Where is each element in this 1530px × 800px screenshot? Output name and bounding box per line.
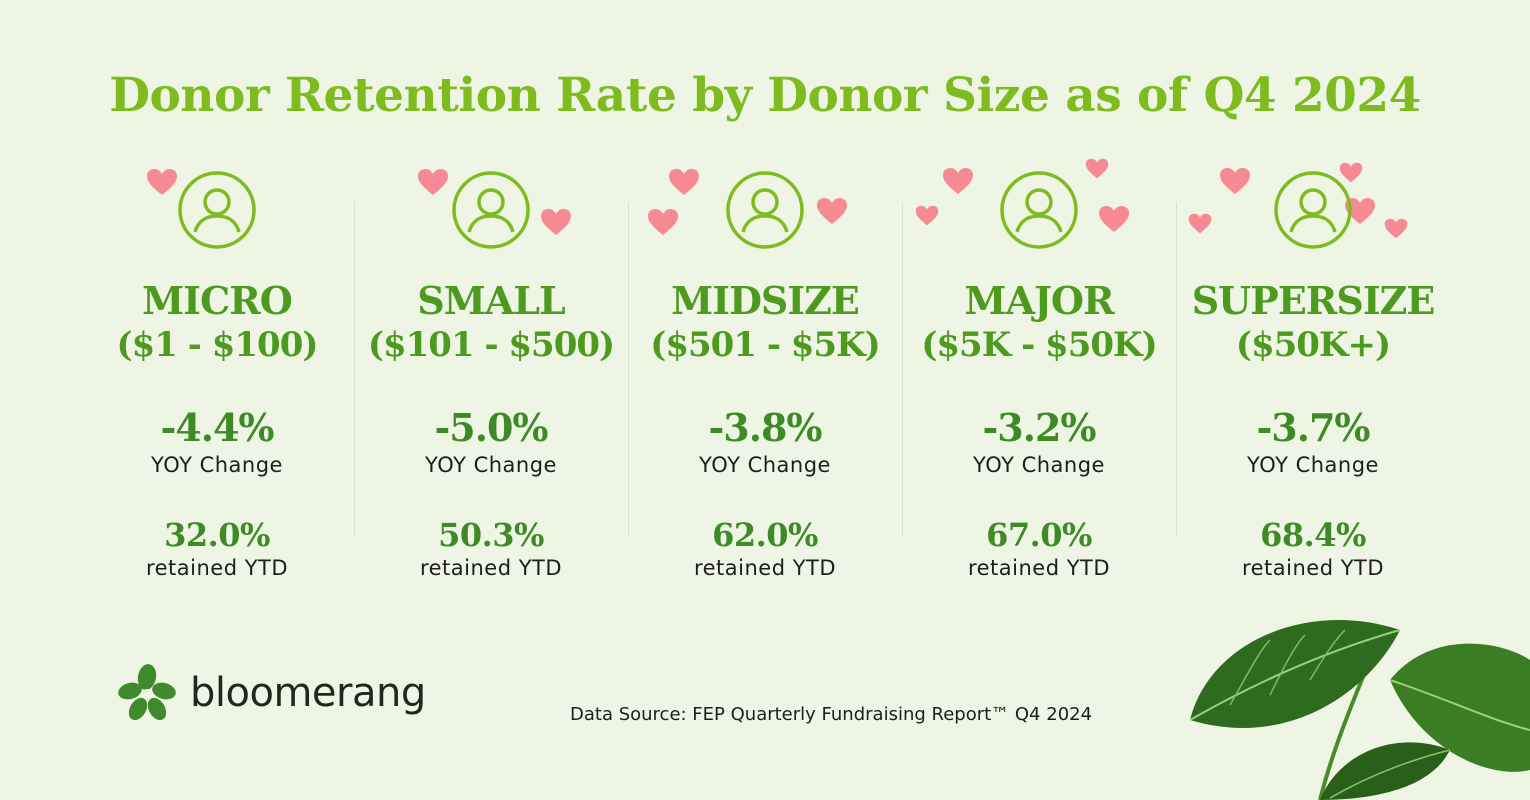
heart-icon bbox=[1099, 206, 1129, 232]
retained-value: 50.3% bbox=[438, 516, 544, 554]
yoy-change-label: YOY Change bbox=[699, 453, 831, 477]
tier-range: ($5K - $50K) bbox=[921, 325, 1157, 365]
retained-value: 62.0% bbox=[712, 516, 818, 554]
heart-icon bbox=[147, 169, 177, 195]
heart-icon bbox=[648, 209, 678, 235]
heart-icon bbox=[915, 205, 939, 226]
tier-name: SMALL bbox=[417, 278, 565, 323]
tier-column-midsize: MIDSIZE ($501 - $5K) -3.8% YOY Change 62… bbox=[628, 150, 902, 590]
yoy-change-value: -3.7% bbox=[1256, 405, 1371, 450]
tier-name: MICRO bbox=[142, 278, 293, 323]
page-title: Donor Retention Rate by Donor Size as of… bbox=[109, 68, 1421, 123]
yoy-change-value: -5.0% bbox=[434, 405, 549, 450]
bloomerang-logo: bloomerang bbox=[118, 658, 426, 728]
column-divider bbox=[354, 202, 355, 537]
leaf-decoration bbox=[1189, 620, 1530, 800]
user-circle-icon bbox=[1000, 171, 1078, 249]
heart-icon bbox=[943, 168, 973, 194]
tier-column-micro: MICRO ($1 - $100) -4.4% YOY Change 32.0%… bbox=[80, 150, 354, 590]
heart-icon bbox=[669, 169, 699, 195]
retained-label: retained YTD bbox=[419, 556, 563, 580]
tier-name: MAJOR bbox=[964, 278, 1114, 323]
heart-icon bbox=[1188, 213, 1212, 234]
tier-name: SUPERSIZE bbox=[1191, 278, 1436, 323]
retained-value: 68.4% bbox=[1260, 516, 1366, 554]
user-circle-icon bbox=[452, 171, 530, 249]
logo-text: bloomerang bbox=[190, 670, 426, 716]
yoy-change-value: -3.8% bbox=[708, 405, 823, 450]
heart-icon bbox=[1339, 162, 1363, 183]
retained-label: retained YTD bbox=[1241, 556, 1385, 580]
heart-icon bbox=[1085, 158, 1109, 179]
tier-range: ($50K+) bbox=[1235, 325, 1391, 365]
tier-range: ($1 - $100) bbox=[116, 325, 319, 365]
yoy-change-value: -3.2% bbox=[982, 405, 1097, 450]
tier-column-small: SMALL ($101 - $500) -5.0% YOY Change 50.… bbox=[354, 150, 628, 590]
tier-range: ($501 - $5K) bbox=[650, 325, 880, 365]
retained-value: 32.0% bbox=[164, 516, 270, 554]
user-circle-icon bbox=[1274, 171, 1352, 249]
tier-range: ($101 - $500) bbox=[367, 325, 615, 365]
retained-label: retained YTD bbox=[693, 556, 837, 580]
heart-icon bbox=[1345, 198, 1375, 224]
retained-label: retained YTD bbox=[967, 556, 1111, 580]
column-divider bbox=[902, 202, 903, 537]
column-divider bbox=[628, 202, 629, 537]
retained-value: 67.0% bbox=[986, 516, 1092, 554]
heart-icon bbox=[1384, 218, 1408, 239]
column-divider bbox=[1176, 202, 1177, 537]
yoy-change-label: YOY Change bbox=[1247, 453, 1379, 477]
bloomerang-flower-icon bbox=[118, 664, 176, 721]
tier-columns: MICRO ($1 - $100) -4.4% YOY Change 32.0%… bbox=[80, 150, 1450, 590]
user-circle-icon bbox=[726, 171, 804, 249]
yoy-change-label: YOY Change bbox=[425, 453, 557, 477]
heart-icon bbox=[541, 209, 571, 235]
user-circle-icon bbox=[178, 171, 256, 249]
heart-icon bbox=[817, 198, 847, 224]
yoy-change-label: YOY Change bbox=[973, 453, 1105, 477]
tier-column-major: MAJOR ($5K - $50K) -3.2% YOY Change 67.0… bbox=[902, 150, 1176, 590]
tier-name: MIDSIZE bbox=[671, 278, 860, 323]
heart-icon bbox=[1220, 168, 1250, 194]
retained-label: retained YTD bbox=[145, 556, 289, 580]
data-source: Data Source: FEP Quarterly Fundraising R… bbox=[570, 704, 1093, 725]
heart-icon bbox=[418, 169, 448, 195]
yoy-change-label: YOY Change bbox=[151, 453, 283, 477]
tier-column-supersize: SUPERSIZE ($50K+) -3.7% YOY Change 68.4%… bbox=[1176, 150, 1450, 590]
yoy-change-value: -4.4% bbox=[160, 405, 275, 450]
